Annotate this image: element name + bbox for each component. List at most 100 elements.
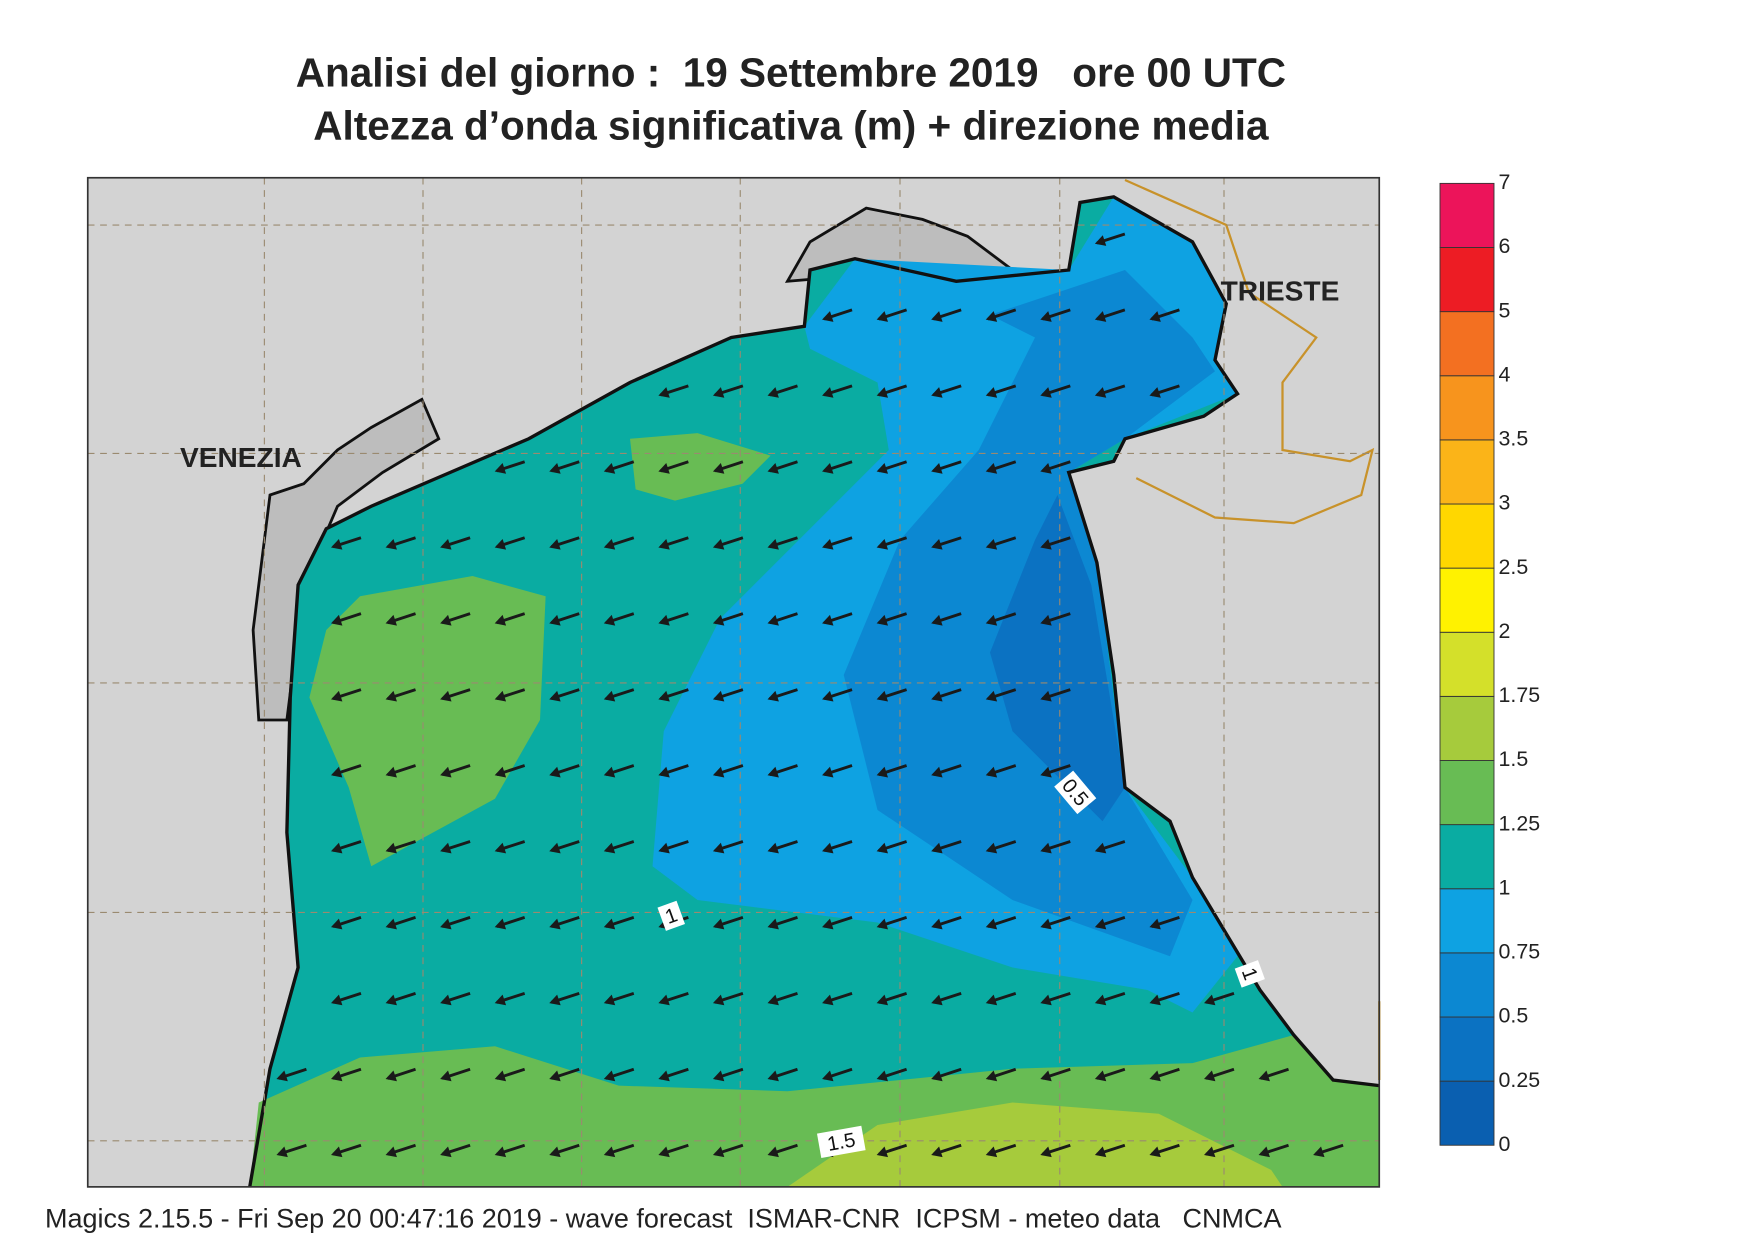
arrow xyxy=(822,916,853,930)
arrow xyxy=(603,1067,635,1082)
arrow-head xyxy=(931,538,943,550)
arrow-head xyxy=(331,1070,343,1082)
colorbar-swatch xyxy=(1439,375,1495,441)
colorbar-swatch xyxy=(1439,1080,1495,1146)
arrow xyxy=(494,991,526,1006)
arrow-head xyxy=(767,1070,779,1082)
arrow-head xyxy=(931,387,943,398)
arrow-head xyxy=(549,1146,561,1158)
arrow xyxy=(931,764,962,778)
arrow xyxy=(603,612,635,626)
arrow-head xyxy=(658,842,670,854)
arrow-head xyxy=(876,614,889,626)
arrow xyxy=(767,612,798,626)
colorbar-label: 6 xyxy=(1499,234,1511,258)
arrow-head xyxy=(603,1146,616,1158)
colorbar-swatch xyxy=(1439,503,1495,569)
arrow xyxy=(1040,991,1071,1006)
arrow xyxy=(549,460,580,474)
arrow-head xyxy=(331,842,343,854)
arrow xyxy=(712,460,744,474)
arrow-head xyxy=(822,918,834,930)
arrow-head xyxy=(494,918,507,930)
arrow xyxy=(767,384,798,398)
arrow-head xyxy=(1040,690,1052,702)
arrow xyxy=(876,460,908,474)
arrow xyxy=(985,612,1017,626)
arrow xyxy=(712,916,744,930)
arrow-head xyxy=(822,1070,834,1082)
colorbar-label: 0 xyxy=(1499,1132,1511,1156)
arrow xyxy=(1258,1143,1289,1158)
arrow-head xyxy=(767,614,779,626)
arrow xyxy=(931,916,962,930)
arrow-head xyxy=(603,690,616,702)
arrow xyxy=(767,460,798,474)
arrow xyxy=(549,916,580,930)
arrow xyxy=(1204,1067,1235,1082)
arrow xyxy=(931,612,962,626)
arrow-head xyxy=(658,538,670,550)
arrow-head xyxy=(1094,994,1107,1006)
wave-zone xyxy=(990,495,1125,822)
arrow-head xyxy=(385,842,397,854)
arrow xyxy=(331,764,362,778)
arrow-head xyxy=(331,766,343,778)
arrow-head xyxy=(603,1070,616,1082)
arrow-head xyxy=(385,690,397,702)
arrow xyxy=(876,688,908,702)
arrow-head xyxy=(931,994,943,1006)
arrow xyxy=(549,840,580,854)
arrow-head xyxy=(1149,994,1161,1006)
arrow-head xyxy=(494,766,507,778)
arrow xyxy=(549,1143,580,1158)
arrow xyxy=(985,308,1017,322)
arrow-head xyxy=(494,690,507,702)
arrow-head xyxy=(494,463,507,474)
colorbar-label: 0.75 xyxy=(1499,940,1541,964)
arrow xyxy=(876,764,908,778)
arrow-head xyxy=(1040,387,1052,398)
arrow xyxy=(658,536,689,550)
arrow-head xyxy=(767,538,779,550)
arrow xyxy=(931,308,962,322)
arrow xyxy=(876,916,908,930)
arrow xyxy=(712,1067,744,1082)
arrow-head xyxy=(822,842,834,854)
arrow xyxy=(440,688,471,702)
arrow-head xyxy=(985,387,998,398)
arrow-head xyxy=(658,614,670,626)
arrow xyxy=(658,1143,689,1158)
arrow xyxy=(931,460,962,474)
arrow xyxy=(767,1143,798,1158)
arrow xyxy=(1094,916,1126,930)
arrow-head xyxy=(1094,1070,1107,1082)
arrow-head xyxy=(985,994,998,1006)
arrow xyxy=(494,612,526,626)
arrow xyxy=(1149,308,1180,322)
arrow-head xyxy=(712,690,725,702)
arrow-head xyxy=(549,538,561,550)
arrow xyxy=(985,536,1017,550)
colorbar-swatch xyxy=(1439,824,1495,890)
arrow-head xyxy=(1040,463,1052,474)
contour-label-group: 1 xyxy=(657,900,685,931)
arrow xyxy=(1204,1143,1235,1158)
arrow-head xyxy=(767,842,779,854)
place-label: VENEZIA xyxy=(180,442,302,473)
arrow-head xyxy=(603,918,616,930)
colorbar-swatch xyxy=(1439,1016,1495,1082)
arrow xyxy=(1149,1067,1180,1082)
arrow xyxy=(1094,840,1126,854)
arrow xyxy=(985,460,1017,474)
arrow xyxy=(385,536,416,550)
colorbar-label: 1.5 xyxy=(1499,747,1529,771)
arrow-head xyxy=(1149,311,1161,322)
colorbar-swatch xyxy=(1439,952,1495,1018)
arrow xyxy=(767,1067,798,1082)
arrow-head xyxy=(712,918,725,930)
arrow xyxy=(931,1143,962,1158)
arrow-head xyxy=(331,1146,343,1158)
colorbar-swatch xyxy=(1439,311,1495,377)
